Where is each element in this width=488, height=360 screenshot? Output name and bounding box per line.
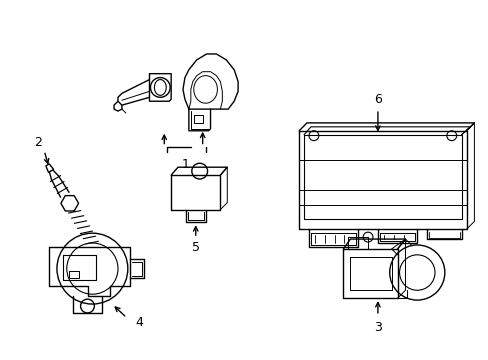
Text: 6: 6: [373, 93, 381, 106]
Text: 2: 2: [34, 136, 42, 149]
Text: 1: 1: [182, 158, 189, 171]
Text: 5: 5: [191, 242, 200, 255]
Text: 4: 4: [136, 316, 143, 329]
Text: 3: 3: [373, 321, 381, 334]
